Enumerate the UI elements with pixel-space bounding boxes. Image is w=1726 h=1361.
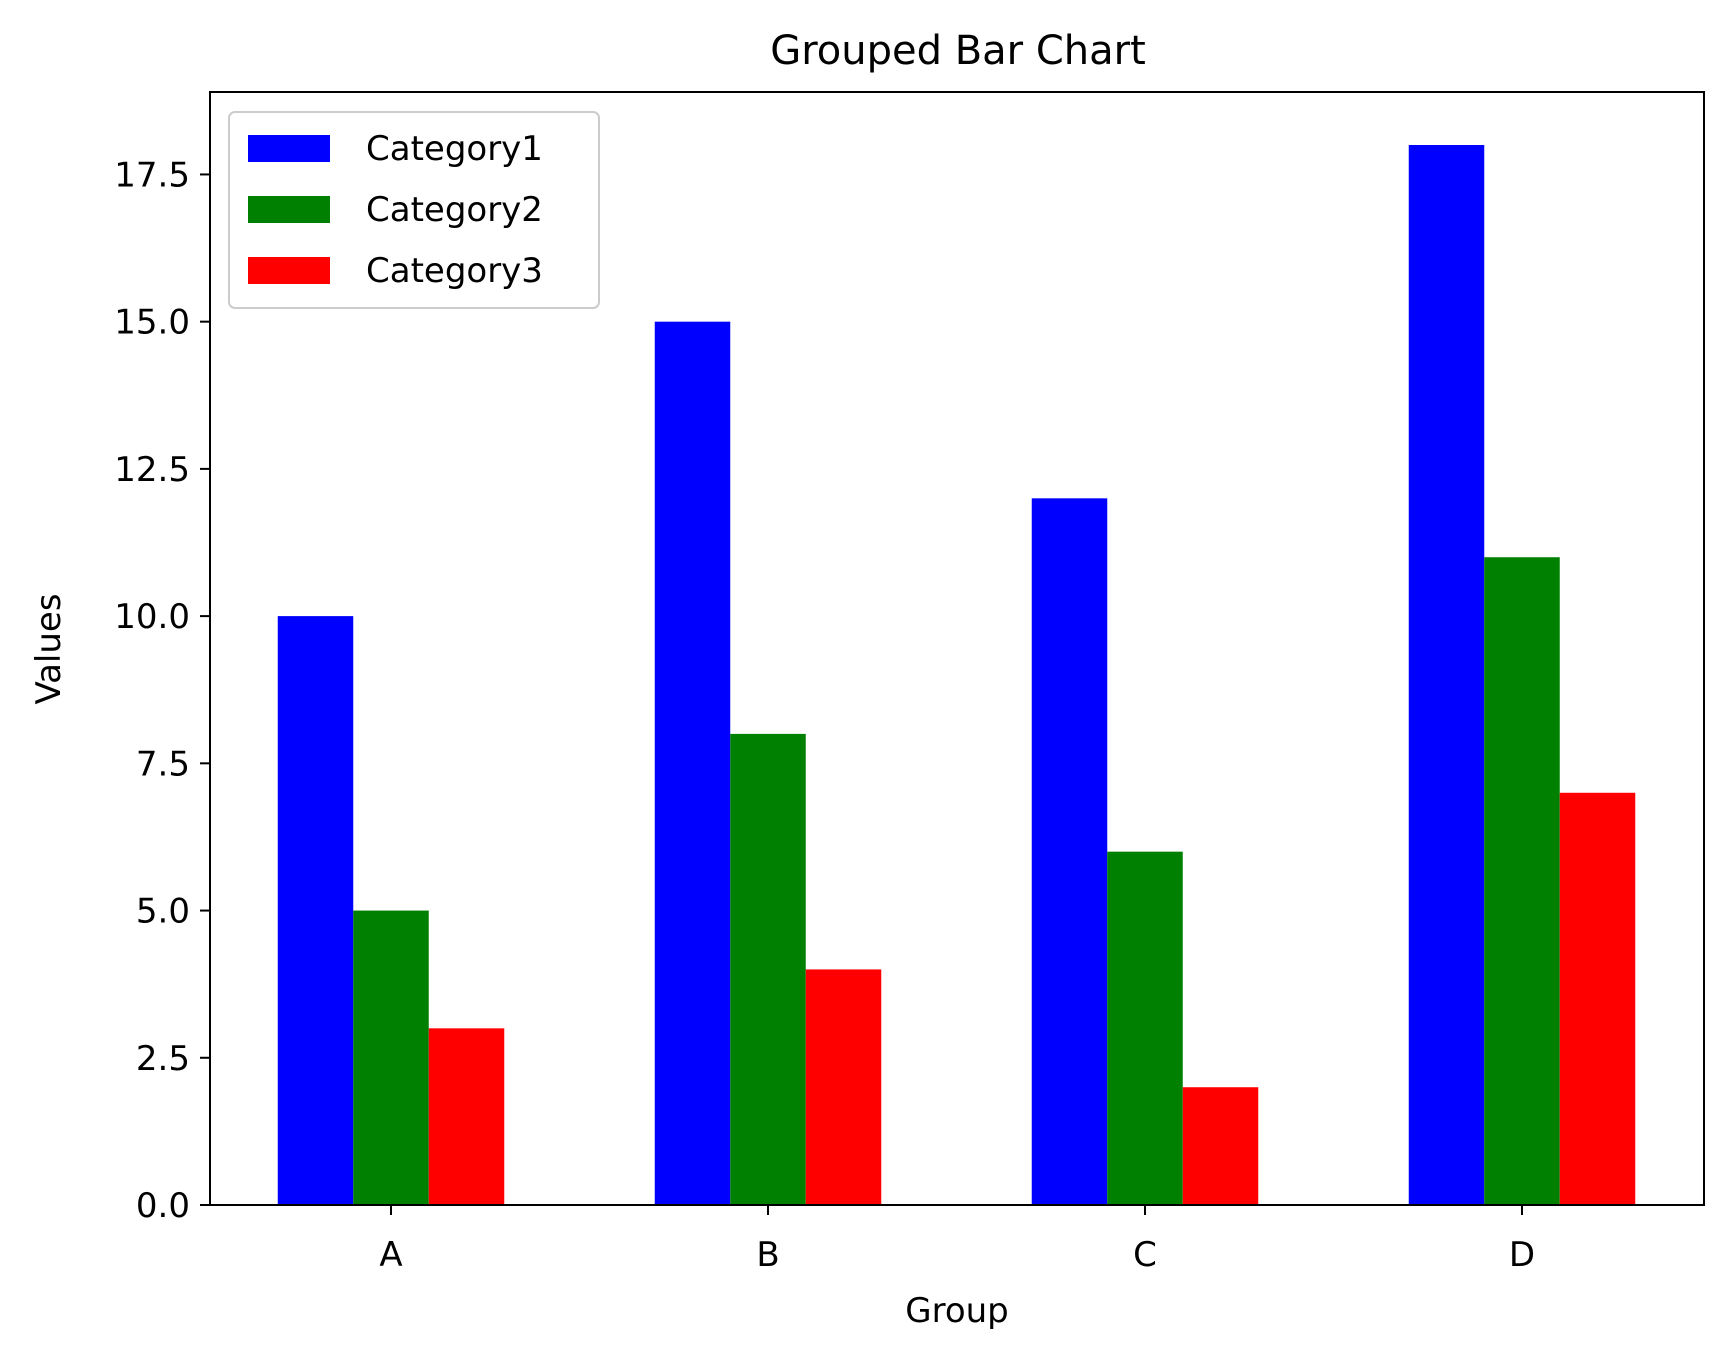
x-tick-label: C (1133, 1235, 1157, 1275)
y-axis-label: Values (29, 593, 69, 704)
y-tick-label: 17.5 (114, 155, 190, 195)
bars-layer (277, 145, 1636, 1206)
bar-d-series-3 (1559, 792, 1636, 1205)
legend-label: Category1 (366, 129, 543, 169)
y-tick-label: 2.5 (136, 1039, 190, 1079)
y-tick-label: 15.0 (114, 303, 190, 343)
x-tick-label: A (379, 1235, 402, 1275)
x-axis-ticks: A B C D (379, 1205, 1535, 1275)
y-tick-label: 7.5 (136, 744, 190, 784)
bar-c-series-3 (1182, 1087, 1259, 1205)
y-tick-label: 5.0 (136, 892, 190, 932)
bar-b-series-2 (730, 733, 806, 1205)
legend-items: Category1 Category2 Category3 (248, 129, 543, 291)
plot-area-frame (209, 91, 1705, 1206)
x-axis-label: Group (905, 1291, 1009, 1331)
bar-d-series-1 (1408, 145, 1485, 1205)
legend-swatch (248, 196, 330, 223)
chart-title: Grouped Bar Chart (770, 28, 1146, 74)
bar-a-series-1 (277, 616, 354, 1205)
x-tick-label: D (1509, 1235, 1535, 1275)
y-tick-label: 0.0 (136, 1186, 190, 1226)
bar-d-series-2 (1484, 557, 1560, 1205)
bar-a-series-2 (353, 910, 429, 1205)
legend: Category1 Category2 Category3 (228, 111, 600, 309)
bar-a-series-3 (428, 1028, 505, 1205)
y-axis-ticks: 0.0 2.5 5.0 7.5 10.0 12.5 15.0 17.5 (114, 155, 210, 1226)
y-tick-label: 12.5 (114, 450, 190, 490)
bar-b-series-1 (654, 321, 731, 1205)
legend-swatch (248, 257, 330, 284)
x-tick-label: B (756, 1235, 779, 1275)
bar-b-series-3 (805, 969, 882, 1205)
legend-swatch (248, 135, 330, 162)
legend-label: Category3 (366, 251, 543, 291)
bar-c-series-1 (1031, 498, 1108, 1206)
legend-label: Category2 (366, 190, 543, 230)
y-tick-label: 10.0 (114, 597, 190, 637)
bar-c-series-2 (1107, 851, 1183, 1205)
